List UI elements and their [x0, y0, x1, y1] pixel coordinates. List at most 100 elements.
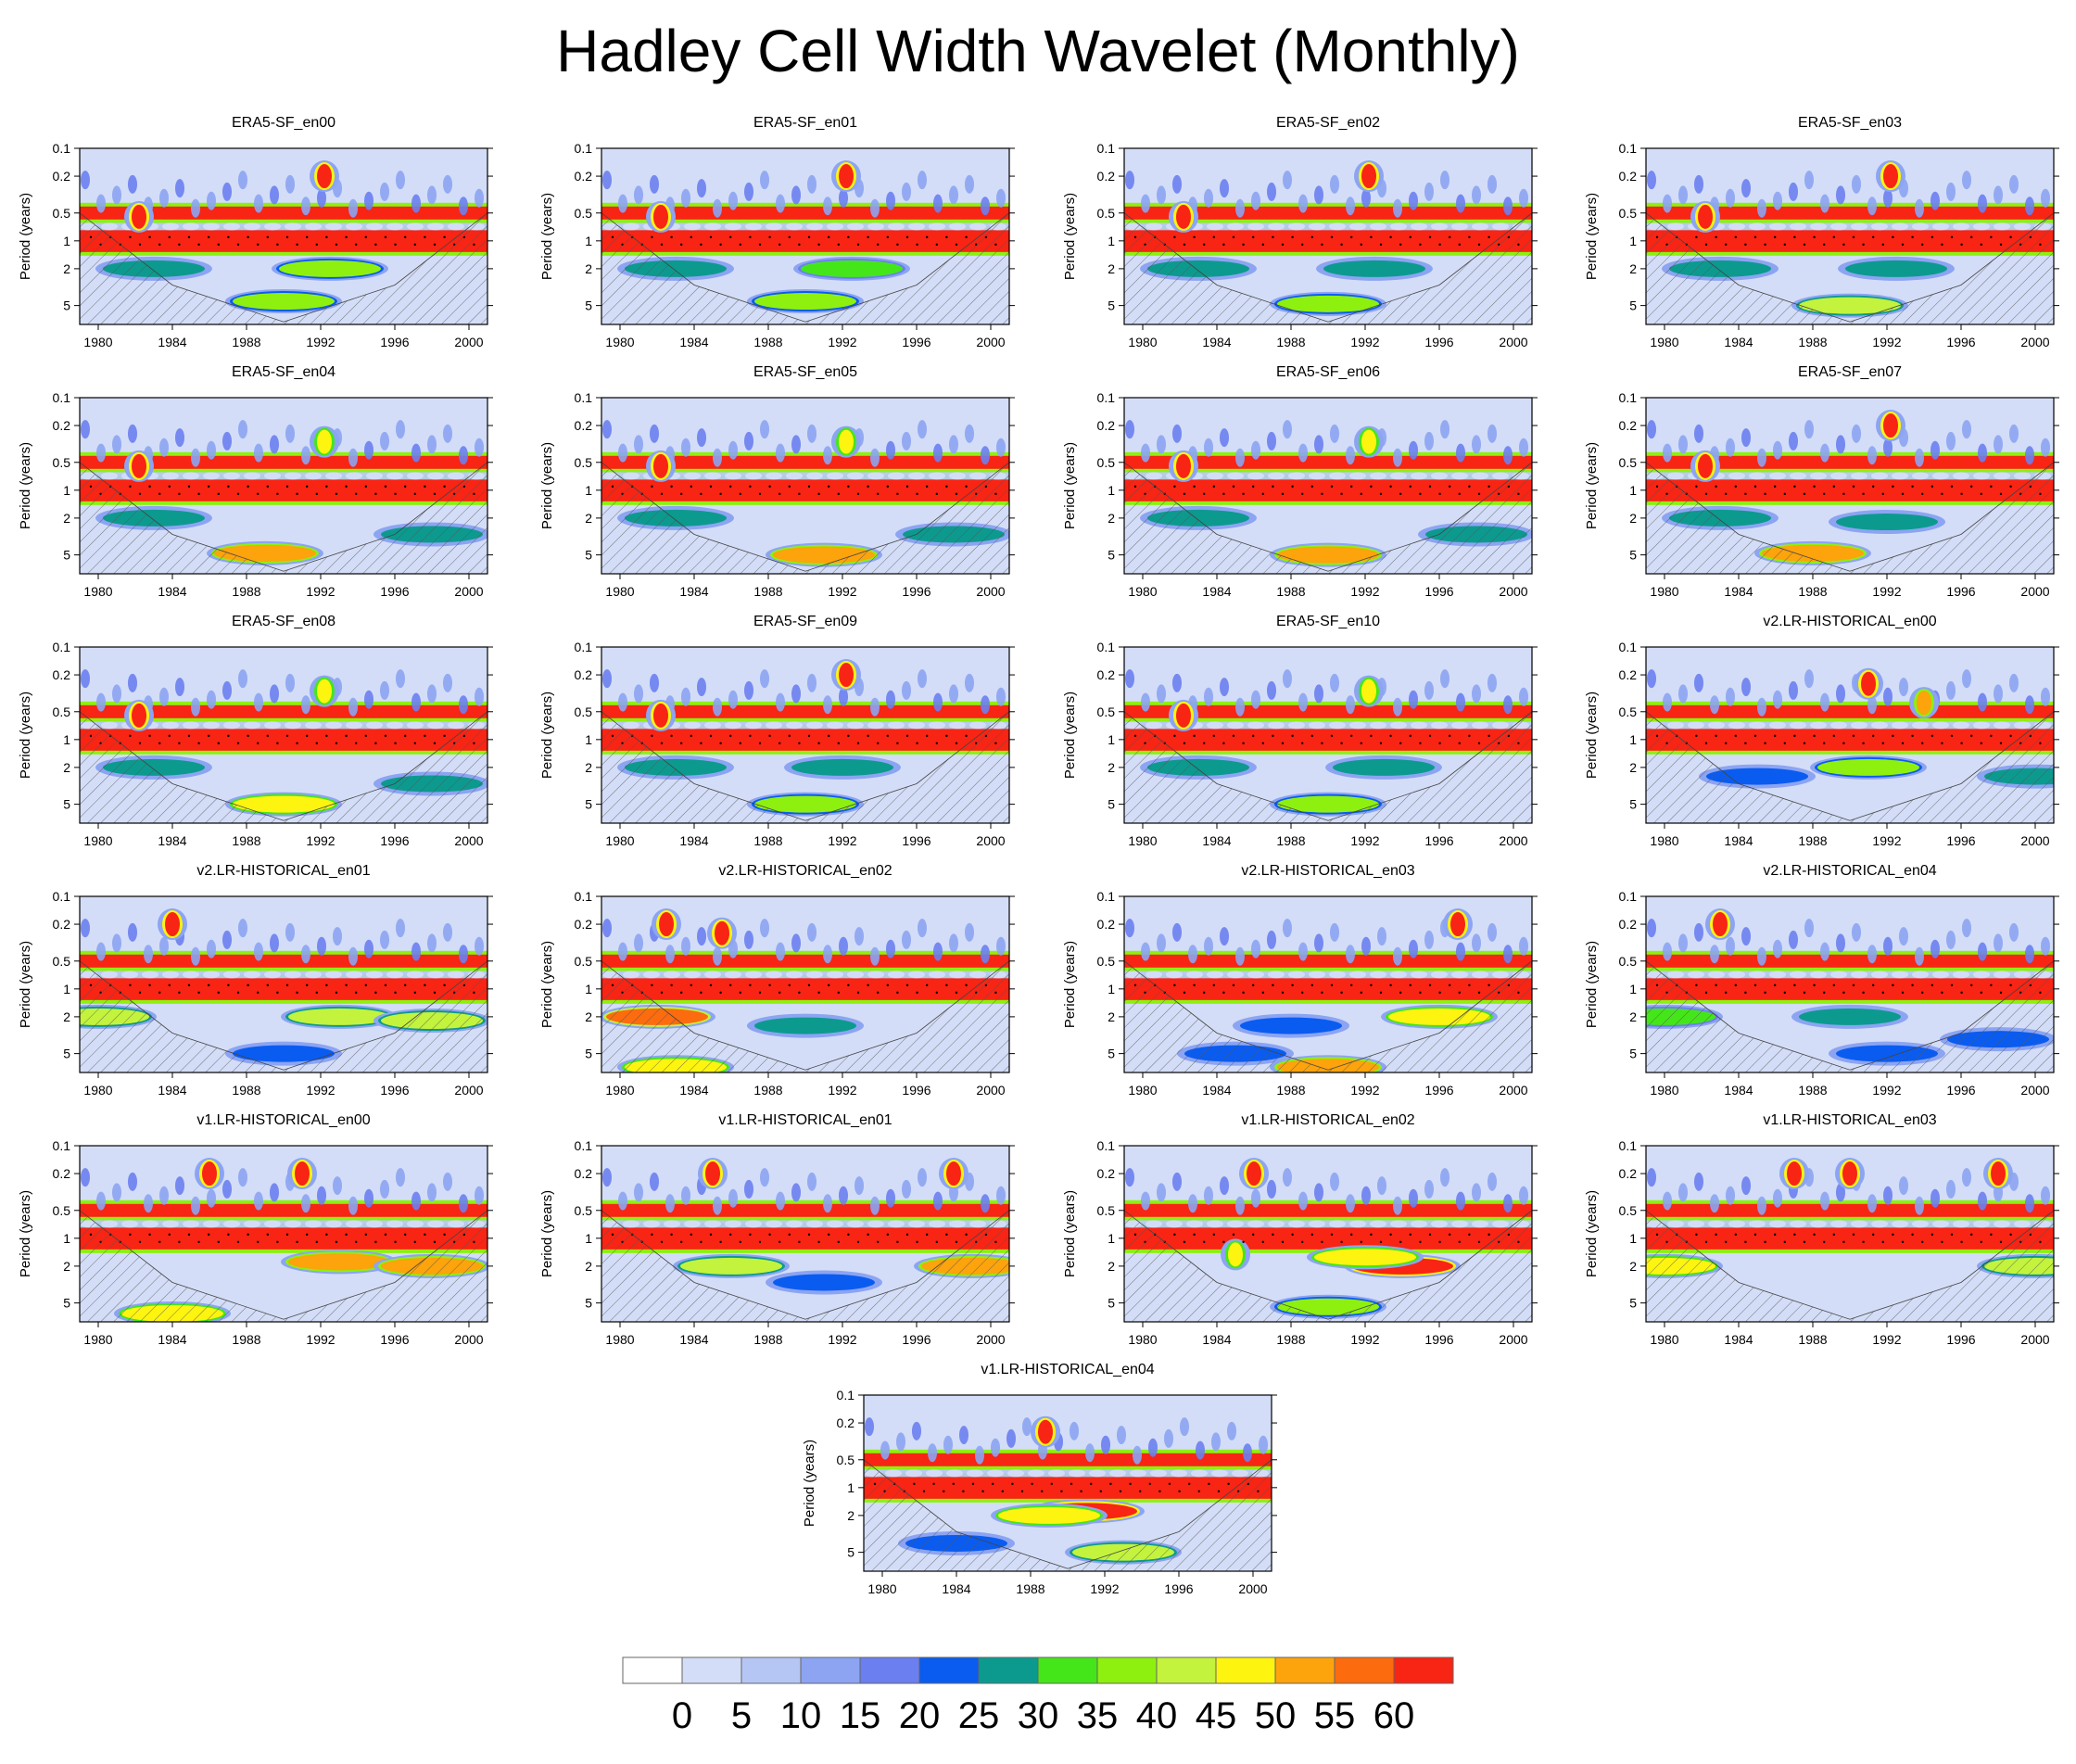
power-band	[1646, 455, 2054, 469]
x-tick-label: 1980	[605, 584, 634, 599]
x-tick-label: 2000	[976, 584, 1005, 599]
y-tick-label: 5	[63, 298, 70, 313]
colorbar-swatch	[800, 1656, 861, 1684]
x-tick-label: 1984	[1202, 833, 1231, 848]
power-feature	[791, 758, 893, 776]
x-tick-label: 1984	[158, 584, 186, 599]
y-tick-label: 0.2	[53, 1166, 71, 1181]
power-band	[601, 229, 1009, 252]
power-band	[80, 977, 487, 1000]
panel-title: v1.LR-HISTORICAL_en04	[981, 1362, 1155, 1377]
wavelet-panel: v1.LR-HISTORICAL_en01 0.1 0.2 0.5 1 2 5 1980 198…	[522, 1112, 1015, 1353]
y-tick-label: 0.1	[575, 390, 593, 405]
wavelet-plot: 0.1 0.2 0.5 1 2 5 1980 1984 1988 1992 1996 2000 Peri…	[18, 889, 493, 1098]
x-tick-label: 1996	[902, 335, 930, 349]
y-tick-label: 0.1	[53, 1138, 71, 1153]
wavelet-plot: 0.1 0.2 0.5 1 2 5 1980 1984 1988 1992 1996 2000 Peri…	[18, 1138, 493, 1347]
y-tick-label: 0.5	[1097, 1203, 1116, 1218]
wavelet-panel: ERA5-SF_en08 0.1 0.2 0.5 1 2 5 1980 1984 1988 1992…	[0, 614, 493, 855]
power-band	[1646, 229, 2054, 252]
y-tick-label: 2	[585, 760, 592, 775]
x-tick-label: 1996	[380, 335, 409, 349]
cone-of-influence	[1646, 462, 2054, 574]
x-tick-label: 1988	[1798, 584, 1827, 599]
colorbar-label: 40	[1136, 1695, 1178, 1736]
wavelet-panel: v2.LR-HISTORICAL_en04 0.1 0.2 0.5 1 2 5 1980 198…	[1566, 863, 2059, 1104]
power-feature	[1883, 413, 1898, 438]
cone-of-influence	[1646, 711, 2054, 823]
wavelet-plot: 0.1 0.2 0.5 1 2 5 1980 1984 1988 1992 1996 2000 Peri…	[539, 1138, 1015, 1347]
x-tick-label: 1992	[1872, 1083, 1901, 1098]
x-tick-label: 1988	[1276, 833, 1305, 848]
y-tick-label: 0.1	[1619, 1138, 1638, 1153]
y-tick-label: 1	[1108, 1231, 1115, 1246]
power-feature	[1176, 453, 1191, 478]
power-feature	[1917, 691, 1931, 716]
power-feature	[288, 1253, 390, 1271]
y-tick-label: 5	[1108, 548, 1115, 563]
x-tick-label: 1988	[232, 1332, 260, 1347]
y-tick-label: 0.5	[53, 206, 71, 221]
power-feature	[233, 795, 335, 813]
panel-title: ERA5-SF_en00	[231, 115, 336, 131]
y-tick-label: 1	[1108, 732, 1115, 747]
power-feature	[1038, 1419, 1053, 1444]
cone-of-influence	[1124, 1210, 1532, 1322]
colorbar-swatch	[1156, 1656, 1217, 1684]
x-tick-label: 2000	[1238, 1581, 1267, 1596]
y-tick-label: 1	[63, 1231, 70, 1246]
wavelet-plot: 0.1 0.2 0.5 1 2 5 1980 1984 1988 1992 1996 2000 Peri…	[1062, 640, 1538, 848]
x-tick-label: 1980	[1128, 1083, 1157, 1098]
x-tick-label: 2000	[1499, 335, 1527, 349]
power-feature	[680, 1257, 782, 1275]
y-tick-label: 5	[1629, 797, 1637, 812]
power-feature	[132, 204, 146, 229]
cone-of-influence	[1646, 960, 2054, 1072]
x-tick-label: 1996	[1164, 1581, 1193, 1596]
panel-title: ERA5-SF_en06	[1275, 364, 1381, 380]
y-tick-label: 0.1	[53, 640, 71, 654]
power-feature	[1991, 1161, 2006, 1187]
panel-title: v1.LR-HISTORICAL_en03	[1763, 1112, 1937, 1128]
panel-title: ERA5-SF_en02	[1275, 115, 1381, 131]
power-feature	[754, 795, 856, 813]
wavelet-panel: v1.LR-HISTORICAL_en00 0.1 0.2 0.5 1 2 5 1980 198…	[0, 1112, 493, 1353]
power-feature	[1787, 1161, 1802, 1187]
plot-frame	[1645, 147, 2055, 325]
colorbar-label: 45	[1196, 1695, 1237, 1736]
y-tick-label: 0.2	[575, 169, 593, 184]
colorbar-swatch	[1096, 1656, 1158, 1684]
y-tick-label: 0.2	[53, 418, 71, 433]
x-tick-label: 1992	[1872, 1332, 1901, 1347]
y-axis-label: Period (years)	[1584, 692, 1600, 779]
y-tick-label: 1	[585, 234, 592, 248]
x-tick-label: 1984	[679, 584, 708, 599]
colorbar-label: 5	[731, 1695, 752, 1736]
y-axis-label: Period (years)	[1062, 1190, 1078, 1277]
x-tick-label: 1984	[1202, 1332, 1231, 1347]
x-tick-label: 1980	[83, 1083, 112, 1098]
y-tick-label: 0.5	[837, 1453, 855, 1467]
y-tick-label: 0.2	[575, 418, 593, 433]
x-tick-label: 1996	[1946, 833, 1975, 848]
y-axis-label: Period (years)	[1062, 941, 1078, 1028]
x-tick-label: 1996	[1424, 584, 1453, 599]
y-tick-label: 0.5	[53, 704, 71, 719]
power-feature	[659, 912, 674, 937]
power-feature	[653, 703, 668, 728]
y-axis-label: Period (years)	[1584, 442, 1600, 529]
power-feature	[132, 453, 146, 478]
power-band	[601, 478, 1009, 501]
wavelet-panel: ERA5-SF_en03 0.1 0.2 0.5 1 2 5 1980 1984 1988 1992…	[1566, 115, 2059, 356]
colorbar-label: 15	[840, 1695, 881, 1736]
y-tick-label: 5	[63, 548, 70, 563]
cone-of-influence	[1646, 1210, 2054, 1322]
wavelet-plot: 0.1 0.2 0.5 1 2 5 1980 1984 1988 1992 1996 2000 Peri…	[539, 141, 1015, 349]
x-tick-label: 1984	[1202, 335, 1231, 349]
x-tick-label: 1992	[1350, 1332, 1379, 1347]
power-feature	[946, 1161, 961, 1187]
power-band	[1646, 206, 2054, 220]
y-axis-label: Period (years)	[1062, 442, 1078, 529]
plot-frame	[601, 397, 1010, 575]
power-feature	[1817, 758, 1919, 776]
